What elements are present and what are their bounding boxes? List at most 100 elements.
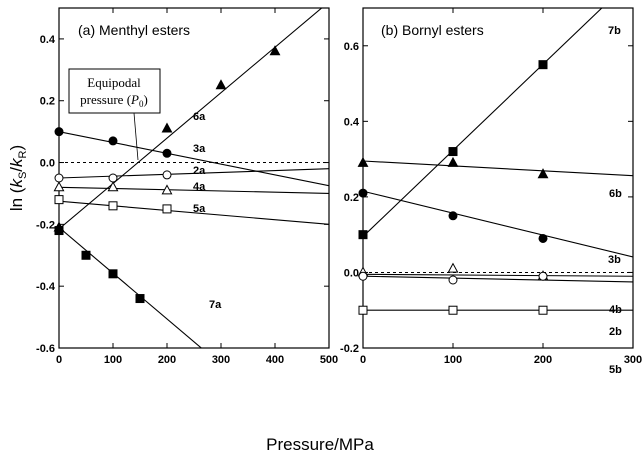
- y-axis-title: ln (kS/kR): [7, 145, 29, 211]
- panel-b-ytick-label: 0.2: [344, 192, 359, 204]
- series-6a-point: [269, 45, 281, 56]
- panel-b-xtick-label: 0: [360, 354, 366, 366]
- series-5a-point: [162, 204, 172, 214]
- equipodal-line2-suffix: ): [144, 92, 148, 107]
- series-6b-fit-line: [363, 160, 633, 177]
- series-2a-point: [162, 170, 172, 180]
- series-5b-point: [358, 305, 368, 315]
- series-label-5b: 5b: [609, 364, 622, 376]
- series-7a-point: [108, 269, 118, 279]
- series-6b-point: [447, 156, 459, 167]
- series-3b-point: [358, 188, 368, 198]
- series-3a-point: [108, 136, 118, 146]
- series-6b-point: [537, 168, 549, 179]
- series-label-2a: 2a: [193, 165, 206, 177]
- panel-b-xtick-label: 200: [534, 354, 552, 366]
- series-3b-point: [448, 211, 458, 221]
- panel-a-xtick-label: 100: [104, 354, 122, 366]
- panel-b-xtick-label: 100: [444, 354, 462, 366]
- series-6a-fit-line: [59, 8, 323, 230]
- series-7a-fit-line: [59, 227, 203, 348]
- panel-b-title: (b) Bornyl esters: [381, 22, 484, 38]
- panel-b-ytick-label: 0.6: [344, 41, 359, 53]
- equipodal-annotation: Equipodal pressure (P0): [68, 68, 161, 161]
- panel-b-xtick-label: 300: [624, 354, 642, 366]
- equipodal-pointer: [133, 112, 139, 161]
- ylabel-k1: k: [7, 178, 26, 188]
- series-4b-point: [447, 262, 459, 273]
- panel-a-xtick-label: 500: [320, 354, 338, 366]
- series-4a-fit-line: [59, 186, 329, 195]
- series-3b-point: [538, 233, 548, 243]
- panel-a-xtick-label: 200: [158, 354, 176, 366]
- series-4a-point: [107, 181, 119, 192]
- series-5a-fit-line: [59, 200, 329, 225]
- series-label-7a: 7a: [209, 299, 222, 311]
- equipodal-line2-prefix: pressure (: [80, 92, 131, 107]
- panel-a-ytick-label: -0.2: [36, 219, 55, 231]
- series-7a-point: [81, 250, 91, 260]
- ylabel-suffix: ): [7, 145, 26, 151]
- series-label-6a: 6a: [193, 111, 206, 123]
- series-label-4a: 4a: [193, 181, 206, 193]
- equipodal-line2: pressure (P0): [80, 92, 148, 109]
- ylabel-k2: k: [7, 157, 26, 167]
- series-label-7b: 7b: [608, 25, 621, 37]
- series-label-3b: 3b: [608, 254, 621, 266]
- series-5a-point: [54, 195, 64, 205]
- ylabel-prefix: ln (: [7, 187, 26, 211]
- panel-a-xtick-label: 400: [266, 354, 284, 366]
- panel-a-xtick-label: 0: [56, 354, 62, 366]
- equipodal-var: P: [130, 92, 139, 107]
- series-3a-point: [162, 148, 172, 158]
- series-6a-point: [215, 79, 227, 90]
- equipodal-line1: Equipodal: [87, 75, 141, 90]
- series-label-2b: 2b: [609, 326, 622, 338]
- series-4a-point: [161, 184, 173, 195]
- series-7b-point: [448, 147, 458, 157]
- panel-a-title: (a) Menthyl esters: [78, 22, 190, 38]
- series-7b-point: [538, 60, 548, 70]
- series-2a-point: [54, 173, 64, 183]
- panel-a-xtick-label: 300: [212, 354, 230, 366]
- series-5b-point: [538, 305, 548, 315]
- panel-a-ytick-label: 0.2: [40, 96, 55, 108]
- series-5b-point: [448, 305, 458, 315]
- ylabel-s2: R: [17, 150, 29, 158]
- panel-a-content: -0.6 -0.4 -0.2 0.0 0.2 0.4 0 100 200 300 400 500 6a 3…: [36, 8, 338, 366]
- series-label-5a: 5a: [193, 203, 206, 215]
- series-2a-point: [108, 173, 118, 183]
- series-3a-fit-line: [59, 131, 329, 187]
- series-2b-point: [448, 275, 458, 285]
- series-4b-fit-line: [363, 273, 633, 277]
- series-7b-point: [358, 230, 368, 240]
- x-axis-title: Pressure/MPa: [266, 435, 374, 454]
- series-7a-point: [54, 226, 64, 236]
- panel-a-ytick-label: -0.6: [36, 343, 55, 355]
- panel-a-ytick-label: 0.0: [40, 158, 55, 170]
- series-7b-fit-line: [363, 8, 603, 237]
- series-3b-fit-line: [363, 190, 633, 258]
- series-6b-point: [357, 156, 369, 167]
- series-label-6b: 6b: [609, 188, 622, 200]
- equipodal-sub: 0: [139, 99, 144, 109]
- panel-b-ytick-label: 0.4: [344, 116, 360, 128]
- panel-b-frame: [362, 7, 634, 349]
- series-2b-point: [358, 271, 368, 281]
- ylabel-slash: /: [7, 167, 26, 172]
- series-3a-point: [54, 127, 64, 137]
- panel-b-ytick-label: -0.2: [340, 343, 359, 355]
- series-2b-fit-line: [363, 275, 633, 283]
- series-5a-point: [108, 201, 118, 211]
- series-4a-point: [53, 181, 65, 192]
- equipodal-box: [68, 68, 161, 114]
- panel-a-ytick-label: -0.4: [36, 281, 56, 293]
- series-2a-fit-line: [59, 168, 329, 179]
- series-label-3a: 3a: [193, 143, 206, 155]
- ylabel-s1: S: [17, 172, 29, 179]
- panel-a-ytick-label: 0.4: [40, 34, 56, 46]
- series-2b-point: [538, 271, 548, 281]
- series-7a-point: [135, 294, 145, 304]
